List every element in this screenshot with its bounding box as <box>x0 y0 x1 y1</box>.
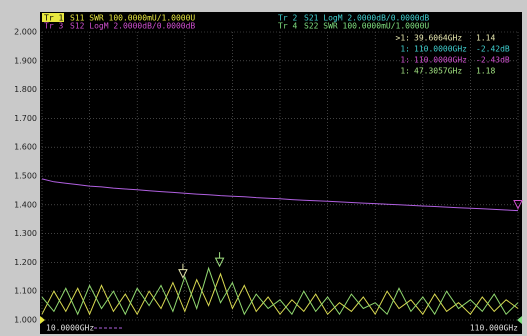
ref-arrow <box>517 316 522 324</box>
trace-line <box>41 178 519 212</box>
y-tick-label: 1.300 <box>14 229 37 238</box>
marker-name: 1: <box>400 56 410 65</box>
marker-name: 1: <box>400 45 410 54</box>
display <box>40 12 522 334</box>
y-tick-label: 1.700 <box>14 114 37 123</box>
marker-name: 1: <box>400 67 410 76</box>
active-trace-box <box>42 13 64 22</box>
y-tick-label: 1.800 <box>14 85 37 94</box>
stop-freq: 110.000GHz <box>470 324 518 333</box>
trace-line <box>41 272 519 316</box>
marker-freq: 110.0000GHz <box>414 56 467 65</box>
marker-freq: 39.6064GHz <box>414 34 462 43</box>
marker-value: 1.14 <box>476 34 495 43</box>
trace-setting: S11 SWR 100.0000mU/1.0000U <box>70 14 195 23</box>
y-tick-label: 1.500 <box>14 172 37 181</box>
marker-value: -2.43dB <box>476 56 510 65</box>
marker-freq: 47.3057GHz <box>414 67 462 76</box>
trace-id: Tr 3 <box>44 22 63 31</box>
trace-setting: S21 LogM 2.0000dB/0.0000dB <box>304 14 429 23</box>
marker-triangle <box>178 269 188 279</box>
y-tick-label: 1.000 <box>14 316 37 325</box>
start-freq: 10.0000GHz <box>46 324 94 333</box>
y-tick-label: 1.400 <box>14 200 37 209</box>
marker-value: 1.18 <box>476 67 495 76</box>
marker-value: -2.42dB <box>476 45 510 54</box>
trace-setting: S22 SWR 100.0000mU/1.0000U <box>304 22 429 31</box>
y-tick-label: 1.200 <box>14 258 37 267</box>
marker-triangle <box>214 257 225 268</box>
trace-id: Tr 4 <box>278 22 297 31</box>
marker-name: >1: <box>396 34 410 43</box>
y-tick-label: 1.600 <box>14 143 37 152</box>
marker-triangle <box>513 200 523 210</box>
ref-arrow <box>40 316 45 324</box>
trace-id: Tr 2 <box>278 14 297 23</box>
trace-id: Tr 1 <box>44 14 63 23</box>
marker-freq: 110.0000GHz <box>414 45 467 54</box>
trace-setting: S12 LogM 2.0000dB/0.0000dB <box>70 22 195 31</box>
y-tick-label: 2.000 <box>14 28 37 37</box>
y-tick-label: 1.900 <box>14 56 37 65</box>
trace-line <box>41 266 519 316</box>
y-tick-label: 1.100 <box>14 287 37 296</box>
